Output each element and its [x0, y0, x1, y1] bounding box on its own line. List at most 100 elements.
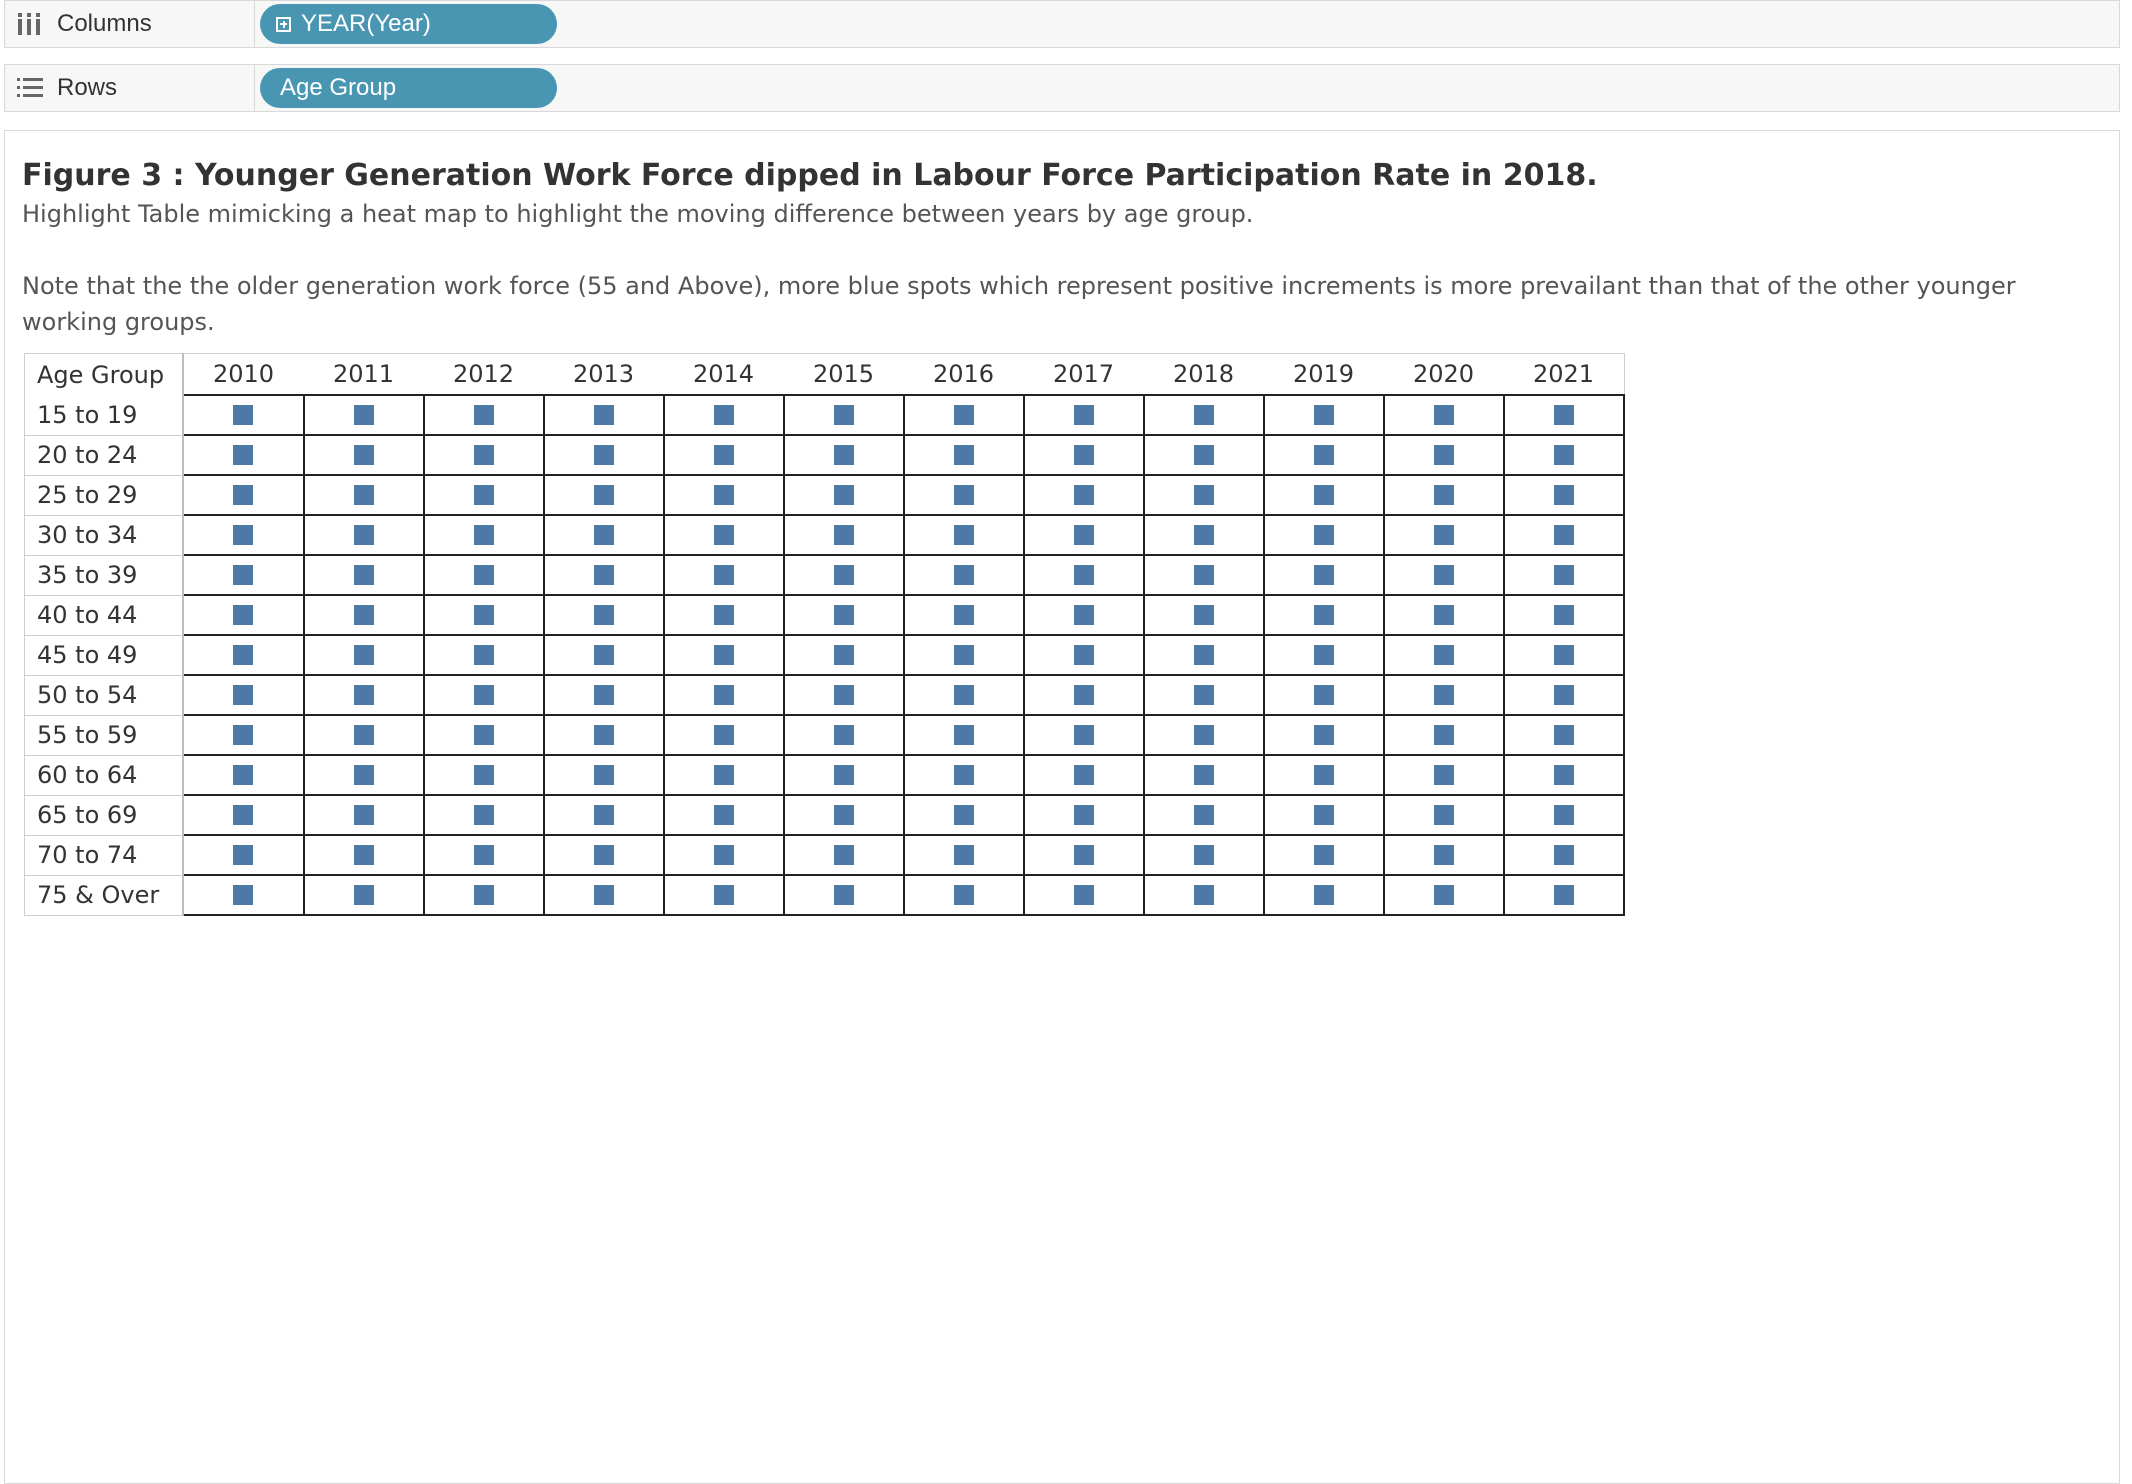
square-mark[interactable] [233, 485, 253, 506]
table-cell[interactable] [1502, 754, 1625, 796]
square-mark[interactable] [353, 725, 374, 746]
table-cell[interactable] [181, 874, 305, 916]
square-mark[interactable] [473, 805, 494, 826]
table-cell[interactable] [902, 794, 1025, 836]
square-mark[interactable] [1433, 885, 1454, 906]
table-cell[interactable] [1022, 674, 1145, 716]
table-cell[interactable] [1382, 634, 1505, 676]
columns-shelf[interactable]: Columns YEAR(Year) [4, 0, 2120, 48]
row-header-age-group[interactable]: 75 & Over [24, 875, 184, 916]
square-mark[interactable] [833, 645, 854, 666]
square-mark[interactable] [233, 685, 253, 706]
table-cell[interactable] [1142, 394, 1265, 436]
table-cell[interactable] [782, 594, 905, 636]
square-mark[interactable] [353, 525, 374, 546]
square-mark[interactable] [473, 885, 494, 906]
table-cell[interactable] [302, 554, 425, 596]
square-mark[interactable] [1073, 765, 1094, 786]
square-mark[interactable] [833, 845, 854, 866]
square-mark[interactable] [833, 885, 854, 906]
square-mark[interactable] [953, 525, 974, 546]
square-mark[interactable] [1193, 805, 1214, 826]
table-cell[interactable] [1502, 554, 1625, 596]
table-cell[interactable] [422, 874, 545, 916]
square-mark[interactable] [353, 885, 374, 906]
square-mark[interactable] [353, 645, 374, 666]
square-mark[interactable] [593, 405, 614, 426]
table-cell[interactable] [1382, 754, 1505, 796]
table-cell[interactable] [302, 674, 425, 716]
square-mark[interactable] [353, 405, 374, 426]
square-mark[interactable] [833, 445, 854, 466]
square-mark[interactable] [593, 605, 614, 626]
table-cell[interactable] [1262, 754, 1385, 796]
table-cell[interactable] [902, 874, 1025, 916]
square-mark[interactable] [473, 445, 494, 466]
square-mark[interactable] [1553, 485, 1574, 506]
column-header-year[interactable]: 2021 [1503, 353, 1625, 395]
row-header-age-group[interactable]: 70 to 74 [24, 835, 184, 876]
square-mark[interactable] [1313, 405, 1334, 426]
table-cell[interactable] [1502, 474, 1625, 516]
square-mark[interactable] [1313, 525, 1334, 546]
square-mark[interactable] [1073, 525, 1094, 546]
table-cell[interactable] [1142, 754, 1265, 796]
table-cell[interactable] [302, 594, 425, 636]
table-cell[interactable] [422, 554, 545, 596]
table-cell[interactable] [1262, 674, 1385, 716]
square-mark[interactable] [953, 645, 974, 666]
table-cell[interactable] [1022, 394, 1145, 436]
square-mark[interactable] [1313, 685, 1334, 706]
row-header-age-group[interactable]: 55 to 59 [24, 715, 184, 756]
square-mark[interactable] [713, 565, 734, 586]
square-mark[interactable] [1433, 645, 1454, 666]
square-mark[interactable] [233, 445, 253, 466]
row-header-age-group[interactable]: 40 to 44 [24, 595, 184, 636]
table-cell[interactable] [902, 554, 1025, 596]
square-mark[interactable] [593, 485, 614, 506]
square-mark[interactable] [233, 805, 253, 826]
square-mark[interactable] [833, 685, 854, 706]
square-mark[interactable] [1553, 845, 1574, 866]
square-mark[interactable] [953, 405, 974, 426]
table-cell[interactable] [422, 634, 545, 676]
square-mark[interactable] [713, 405, 734, 426]
table-cell[interactable] [902, 394, 1025, 436]
square-mark[interactable] [1073, 725, 1094, 746]
table-cell[interactable] [662, 394, 785, 436]
square-mark[interactable] [1193, 565, 1214, 586]
table-cell[interactable] [1022, 634, 1145, 676]
square-mark[interactable] [593, 565, 614, 586]
table-cell[interactable] [1022, 754, 1145, 796]
table-cell[interactable] [422, 754, 545, 796]
table-cell[interactable] [1262, 714, 1385, 756]
square-mark[interactable] [1553, 525, 1574, 546]
square-mark[interactable] [833, 565, 854, 586]
table-cell[interactable] [181, 714, 305, 756]
square-mark[interactable] [473, 485, 494, 506]
rows-shelf[interactable]: Rows Age Group [4, 64, 2120, 112]
square-mark[interactable] [713, 845, 734, 866]
table-cell[interactable] [181, 594, 305, 636]
row-header-age-group[interactable]: 45 to 49 [24, 635, 184, 676]
column-header-year[interactable]: 2010 [182, 353, 304, 395]
table-cell[interactable] [1262, 554, 1385, 596]
square-mark[interactable] [1553, 805, 1574, 826]
table-cell[interactable] [422, 434, 545, 476]
table-cell[interactable] [181, 754, 305, 796]
table-cell[interactable] [302, 874, 425, 916]
table-cell[interactable] [782, 834, 905, 876]
table-cell[interactable] [662, 714, 785, 756]
square-mark[interactable] [1553, 885, 1574, 906]
square-mark[interactable] [953, 685, 974, 706]
square-mark[interactable] [833, 485, 854, 506]
square-mark[interactable] [233, 405, 253, 426]
table-cell[interactable] [302, 394, 425, 436]
square-mark[interactable] [713, 685, 734, 706]
table-cell[interactable] [302, 714, 425, 756]
table-cell[interactable] [181, 394, 305, 436]
square-mark[interactable] [1193, 525, 1214, 546]
square-mark[interactable] [473, 765, 494, 786]
square-mark[interactable] [713, 645, 734, 666]
table-cell[interactable] [542, 634, 665, 676]
